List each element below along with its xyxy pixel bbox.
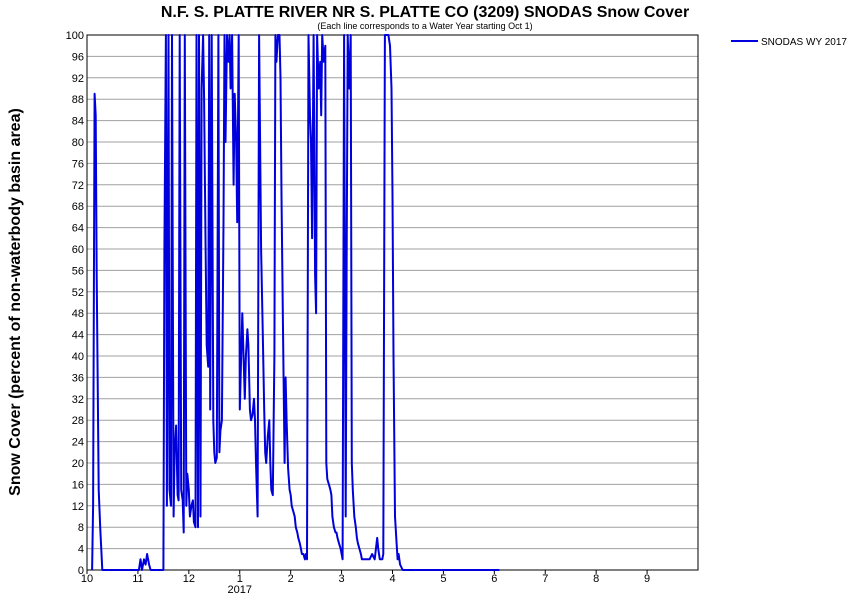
- y-tick-label-44: 44: [72, 330, 84, 342]
- y-axis-ticks: 0481216202428323640444852566064687276808…: [66, 30, 84, 577]
- y-tick-label-80: 80: [72, 137, 84, 149]
- y-tick-label-28: 28: [72, 415, 84, 427]
- y-tick-label-40: 40: [72, 351, 84, 363]
- x-tick-label-7: 7: [542, 573, 548, 585]
- y-tick-label-32: 32: [72, 394, 84, 406]
- y-tick-label-0: 0: [78, 565, 84, 577]
- chart-title: N.F. S. PLATTE RIVER NR S. PLATTE CO (32…: [161, 4, 689, 21]
- x-year-label: 2017: [228, 584, 252, 596]
- y-tick-label-48: 48: [72, 308, 84, 320]
- chart-subtitle: (Each line corresponds to a Water Year s…: [317, 21, 532, 31]
- y-tick-label-96: 96: [72, 51, 84, 63]
- y-tick-label-92: 92: [72, 73, 84, 85]
- x-tick-label-11: 11: [132, 573, 143, 585]
- y-tick-label-24: 24: [72, 437, 84, 449]
- x-tick-label-6: 6: [491, 573, 497, 585]
- y-tick-label-12: 12: [72, 501, 84, 513]
- y-tick-label-16: 16: [72, 479, 84, 491]
- y-tick-label-88: 88: [72, 94, 84, 106]
- y-tick-label-60: 60: [72, 244, 84, 256]
- x-tick-label-5: 5: [440, 573, 446, 585]
- y-tick-label-68: 68: [72, 201, 84, 213]
- y-tick-label-4: 4: [78, 544, 84, 556]
- x-tick-label-4: 4: [389, 573, 395, 585]
- y-tick-label-52: 52: [72, 287, 84, 299]
- y-tick-label-72: 72: [72, 180, 84, 192]
- x-tick-label-12: 12: [183, 573, 195, 585]
- series-line-0: [91, 34, 500, 571]
- legend: SNODAS WY 2017: [731, 37, 847, 48]
- x-tick-label-10: 10: [81, 573, 93, 585]
- y-tick-label-100: 100: [66, 30, 84, 42]
- x-tick-label-3: 3: [339, 573, 345, 585]
- y-tick-label-36: 36: [72, 372, 84, 384]
- x-tick-label-8: 8: [593, 573, 599, 585]
- x-tick-label-9: 9: [644, 573, 650, 585]
- y-tick-label-76: 76: [72, 158, 84, 170]
- y-tick-label-84: 84: [72, 116, 84, 128]
- y-tick-label-8: 8: [78, 522, 84, 534]
- y-tick-label-64: 64: [72, 223, 84, 235]
- x-tick-label-1: 1: [237, 573, 243, 585]
- y-axis-label: Snow Cover (percent of non-waterbody bas…: [7, 108, 24, 496]
- x-tick-label-2: 2: [288, 573, 294, 585]
- y-tick-label-20: 20: [72, 458, 84, 470]
- series-group: [91, 34, 500, 571]
- y-tick-label-56: 56: [72, 265, 84, 277]
- legend-label-wy2017: SNODAS WY 2017: [761, 37, 847, 48]
